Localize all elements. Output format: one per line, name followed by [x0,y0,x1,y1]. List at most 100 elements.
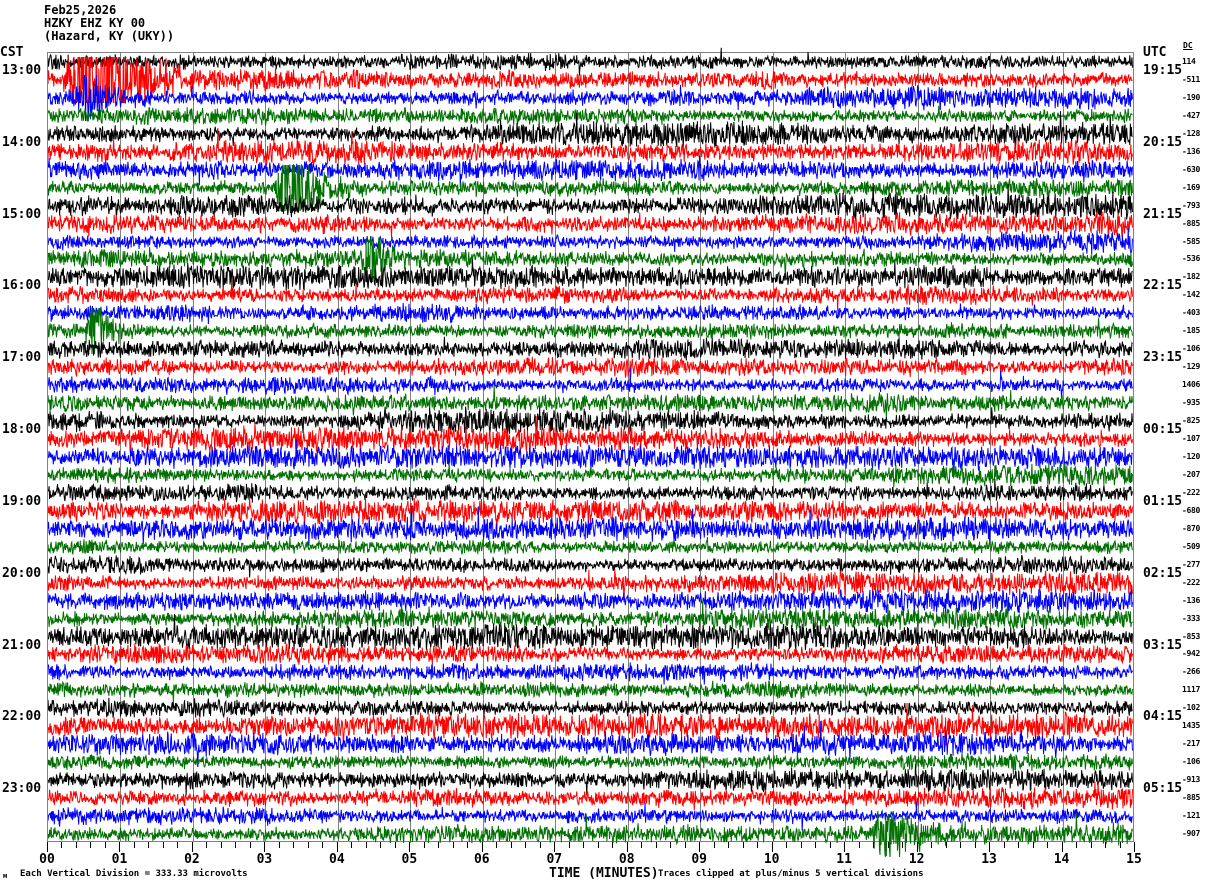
cst-time-label: 14:00 [2,134,42,150]
trace-row [48,739,1133,785]
trace-row [48,452,1133,498]
trace-row [48,219,1133,265]
trace-row [48,793,1133,839]
trace-path [48,303,1132,324]
x-tick-minor [800,842,802,848]
trace-path [48,357,1132,378]
dc-offset-value: 1117 [1182,685,1201,695]
x-tick-major [916,842,918,852]
gridline-minute-8 [627,53,629,841]
trace-row [48,308,1133,354]
cst-time-label: 13:00 [2,62,42,78]
trace-path [48,681,1132,705]
dc-offset-value: 114 [1182,56,1196,66]
cst-time-label: 15:00 [2,206,42,222]
trace-path [48,555,1132,577]
trace-row [48,614,1133,660]
trace-path [48,106,1132,126]
x-tick-minor [452,842,454,848]
x-tick-major [191,842,193,852]
trace-row [48,183,1133,229]
dc-offset-value: -222 [1182,487,1201,497]
x-tick-minor [1003,842,1005,848]
x-tick-minor [931,842,933,848]
x-tick-major [264,842,266,852]
x-tick-minor [902,842,904,848]
x-tick-major [844,842,846,852]
gridline-minute-4 [337,53,339,841]
x-axis-ticks [47,842,1135,852]
header-location: (Hazard, KY (UKY)) [44,29,175,43]
x-tick-minor [945,842,947,848]
trace-path [48,462,1132,487]
x-tick-minor [684,842,686,848]
dc-offset-value: -935 [1182,398,1201,408]
trace-row [48,147,1133,193]
x-tick-minor [713,842,715,848]
x-tick-minor [974,842,976,848]
x-tick-minor [655,842,657,848]
x-tick-minor [568,842,570,848]
trace-path [48,183,1132,220]
x-tick-minor [1047,842,1049,848]
x-tick-minor [278,842,280,848]
x-tick-minor [322,842,324,848]
x-tick-major [1061,842,1063,852]
trace-path [48,751,1132,774]
x-tick-minor [829,842,831,848]
trace-row [48,39,1133,85]
x-tick-minor [75,842,77,848]
dc-offset-value: -106 [1182,757,1201,767]
dc-offset-value: -630 [1182,164,1201,174]
dc-offset-value: -120 [1182,451,1201,461]
gridline-minute-1 [120,53,122,841]
dc-offset-value: -169 [1182,182,1201,192]
x-tick-minor [162,842,164,848]
x-tick-label: 14 [1053,852,1070,867]
trace-row [48,560,1133,606]
dc-offset-value: -680 [1182,505,1201,515]
dc-offset-value: -907 [1182,829,1201,839]
trace-row [48,703,1133,749]
utc-time-label: 22:15 [1143,278,1183,294]
dc-axis-label: DC [1183,41,1193,50]
x-tick-label: 12 [908,852,925,867]
cst-time-label: 18:00 [2,422,42,438]
dc-offset-value: -333 [1182,613,1201,623]
x-tick-label: 10 [763,852,780,867]
trace-row [48,757,1133,803]
utc-time-label: 05:15 [1143,781,1183,797]
dc-offset-value: -142 [1182,290,1201,300]
trace-row [48,416,1133,462]
utc-time-label: 23:15 [1143,350,1183,366]
dc-offset-value: 1406 [1182,380,1201,390]
dc-offset-value: -511 [1182,74,1201,84]
trace-path [48,811,1132,857]
x-tick-minor [960,842,962,848]
trace-path [48,260,1132,291]
cst-time-label: 16:00 [2,278,42,294]
trace-row [48,129,1133,175]
trace-row [48,236,1133,282]
cst-time-label: 20:00 [2,565,42,581]
corner-mark: м [3,872,8,880]
gridline-minute-3 [265,53,267,841]
trace-row [48,524,1133,570]
x-tick-major [481,842,483,852]
x-tick-minor [148,842,150,848]
plot-header: Feb25,2026 HZKY EHZ KY 00 (Hazard, KY (U… [44,4,174,43]
utc-axis-label: UTC [1143,45,1167,60]
x-tick-major [47,842,48,852]
trace-row [48,775,1133,821]
trace-row [48,272,1133,318]
x-axis-title: TIME (MINUTES) [549,866,659,881]
x-tick-minor [742,842,744,848]
trace-row [48,685,1133,731]
dc-offset-value: -107 [1182,434,1201,444]
dc-offset-value: -885 [1182,218,1201,228]
x-tick-minor [728,842,730,848]
trace-path [48,781,1132,810]
header-date: Feb25,2026 [44,3,117,17]
x-tick-minor [365,842,367,848]
x-tick-label: 09 [691,852,708,867]
